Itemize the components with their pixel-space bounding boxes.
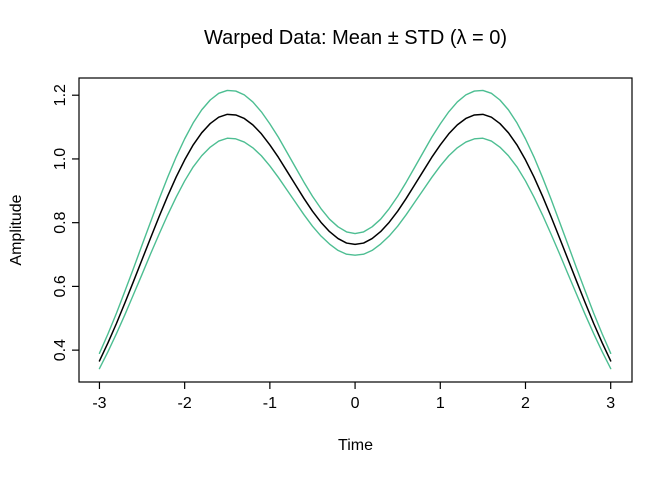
upper-std-curve xyxy=(98,89,612,355)
y-tick-label: 1.0 xyxy=(52,148,69,170)
y-axis-title: Amplitude xyxy=(8,194,25,266)
x-tick-label: 1 xyxy=(436,395,445,412)
y-tick-label: 0.6 xyxy=(52,275,69,297)
lower-std-curve xyxy=(98,137,612,370)
x-tick-label: 2 xyxy=(521,395,530,412)
y-tick-label: 0.8 xyxy=(52,211,69,233)
x-tick-label: 3 xyxy=(606,395,615,412)
y-tick-label: 0.4 xyxy=(52,339,69,361)
mean-curve xyxy=(98,113,612,362)
x-tick-label: -2 xyxy=(178,395,192,412)
y-tick-label: 1.2 xyxy=(52,84,69,106)
chart-title: Warped Data: Mean ± STD (λ = 0) xyxy=(203,27,508,49)
x-tick-label: 0 xyxy=(351,395,360,412)
x-axis-title: Time xyxy=(338,437,373,454)
x-tick-label: -1 xyxy=(263,395,277,412)
x-tick-label: -3 xyxy=(92,395,106,412)
